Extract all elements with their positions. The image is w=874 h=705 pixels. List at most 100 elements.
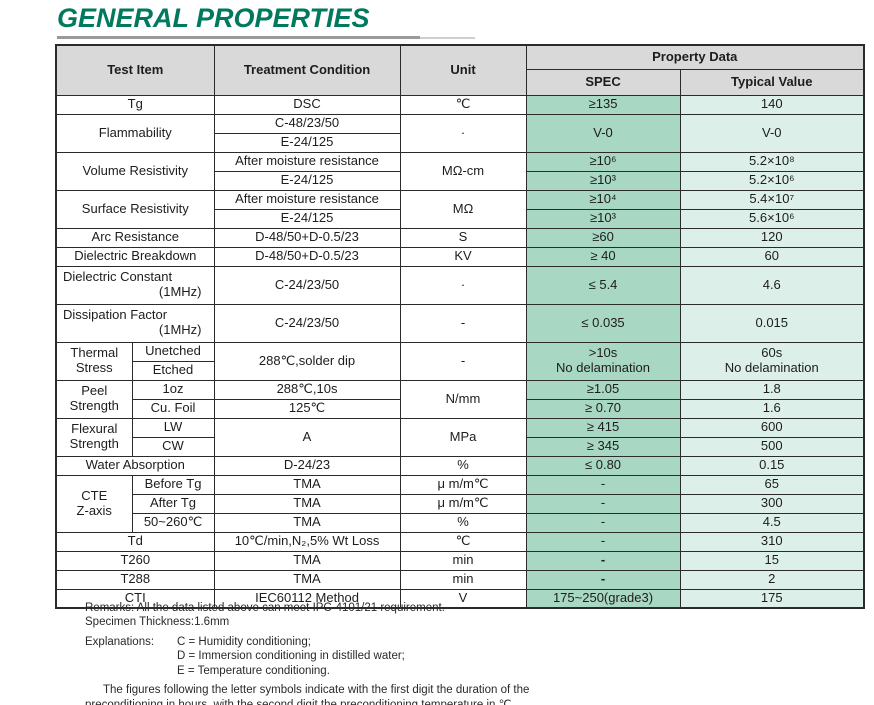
treatment-cell: D-48/50+D-0.5/23 (213, 246, 401, 267)
typical-value-cell: 60 (679, 246, 865, 267)
explanations-block: Explanations: C = Humidity conditioning;… (85, 635, 595, 678)
unit-cell: MPa (399, 417, 527, 457)
explanations-lines: C = Humidity conditioning; D = Immersion… (177, 635, 405, 677)
test-item-label: Dissipation Factor (63, 307, 168, 323)
treatment-cell: After moisture resistance (213, 151, 401, 172)
typical-value-cell: 2 (679, 569, 865, 590)
test-item-cell: Flammability (55, 113, 215, 153)
unit-cell: ℃ (399, 94, 527, 115)
test-item-cell: T288 (55, 569, 215, 590)
treatment-cell: DSC (213, 94, 401, 115)
treatment-cell: E-24/125 (213, 170, 401, 191)
spec-cell: ≥10³ (525, 170, 681, 191)
treatment-cell: E-24/125 (213, 132, 401, 153)
test-item-cell: Td (55, 531, 215, 552)
spec-cell: - (525, 474, 681, 495)
spec-cell: ≥ 345 (525, 436, 681, 457)
col-header-unit: Unit (399, 44, 527, 96)
test-item-cell: Tg (55, 94, 215, 115)
unit-cell: min (399, 569, 527, 590)
typical-value-cell: 300 (679, 493, 865, 514)
typical-value-cell: 120 (679, 227, 865, 248)
test-item-cell: Volume Resistivity (55, 151, 215, 191)
unit-cell: ℃ (399, 531, 527, 552)
treatment-cell: TMA (213, 550, 401, 571)
treatment-cell: TMA (213, 569, 401, 590)
unit-cell: μ m/m℃ (399, 493, 527, 514)
spec-cell: - (525, 493, 681, 514)
spec-cell: ≥135 (525, 94, 681, 115)
title-underline (57, 36, 420, 39)
test-item-cell: CTI (55, 588, 215, 609)
test-item-cell: Peel Strength (55, 379, 133, 419)
test-item-cell: CTE Z-axis (55, 474, 133, 533)
spec-cell: - (525, 531, 681, 552)
spec-cell: ≤ 0.035 (525, 303, 681, 343)
spec-cell: ≥60 (525, 227, 681, 248)
treatment-cell: C-24/23/50 (213, 265, 401, 305)
spec-cell: - (525, 569, 681, 590)
spec-cell: ≥ 415 (525, 417, 681, 438)
remarks-line-2: Specimen Thickness:1.6mm (85, 616, 230, 629)
page-title: GENERAL PROPERTIES (57, 3, 370, 33)
typical-value-cell: 15 (679, 550, 865, 571)
unit-cell: S (399, 227, 527, 248)
explanations-label: Explanations: (85, 635, 155, 648)
test-item-cell: Arc Resistance (55, 227, 215, 248)
typical-value-cell: 4.6 (679, 265, 865, 305)
remarks-section: Remarks: All the data listed above can m… (85, 601, 595, 705)
typical-value-cell: 1.8 (679, 379, 865, 400)
col-header-spec: SPEC (525, 68, 681, 96)
test-item-cell: Surface Resistivity (55, 189, 215, 229)
treatment-cell: E-24/125 (213, 208, 401, 229)
test-item-cell: Water Absorption (55, 455, 215, 476)
spec-cell: >10s No delamination (525, 341, 681, 381)
test-subitem-cell: 1oz (131, 379, 215, 400)
spec-cell: 175~250(grade3) (525, 588, 681, 609)
spec-cell: ≤ 5.4 (525, 265, 681, 305)
spec-cell: ≥ 40 (525, 246, 681, 267)
treatment-cell: 10℃/min,N₂,5% Wt Loss (213, 531, 401, 552)
unit-cell: μ m/m℃ (399, 474, 527, 495)
remarks-line-1: Remarks: All the data listed above can m… (85, 602, 445, 614)
treatment-cell: 288℃,solder dip (213, 341, 401, 381)
col-header-test-item: Test Item (55, 44, 215, 96)
test-item-label: Dielectric Constant (63, 269, 173, 285)
treatment-cell: TMA (213, 474, 401, 495)
typical-value-cell: 4.5 (679, 512, 865, 533)
col-header-treatment-condition: Treatment Condition (213, 44, 401, 96)
typical-value-cell: 65 (679, 474, 865, 495)
treatment-cell: TMA (213, 493, 401, 514)
spec-cell: ≥10⁴ (525, 189, 681, 210)
spec-cell: ≤ 0.80 (525, 455, 681, 476)
unit-cell: KV (399, 246, 527, 267)
test-subitem-cell: CW (131, 436, 215, 457)
unit-cell: · (399, 265, 527, 305)
treatment-cell: C-48/23/50 (213, 113, 401, 134)
typical-value-cell: 5.4×10⁷ (679, 189, 865, 210)
typical-value-cell: 0.15 (679, 455, 865, 476)
test-subitem-cell: 50~260℃ (131, 512, 215, 533)
treatment-cell: D-48/50+D-0.5/23 (213, 227, 401, 248)
test-subitem-cell: Unetched (131, 341, 215, 362)
test-item-cell: Flexural Strength (55, 417, 133, 457)
typical-value-cell: 5.2×10⁸ (679, 151, 865, 172)
col-header-property-data: Property Data (525, 44, 865, 70)
treatment-cell: 288℃,10s (213, 379, 401, 400)
spec-cell: - (525, 512, 681, 533)
col-header-typical-value: Typical Value (679, 68, 865, 96)
typical-value-cell: 310 (679, 531, 865, 552)
typical-value-cell: 140 (679, 94, 865, 115)
test-item-cell: Dielectric Constant (1MHz) (55, 265, 215, 305)
unit-cell: min (399, 550, 527, 571)
spec-cell: V-0 (525, 113, 681, 153)
spec-cell: - (525, 550, 681, 571)
typical-value-cell: 1.6 (679, 398, 865, 419)
test-item-cell: Dissipation Factor (1MHz) (55, 303, 215, 343)
unit-cell: - (399, 341, 527, 381)
test-subitem-cell: LW (131, 417, 215, 438)
treatment-cell: 125℃ (213, 398, 401, 419)
typical-value-cell: 0.015 (679, 303, 865, 343)
typical-value-cell: 175 (679, 588, 865, 609)
unit-cell: - (399, 303, 527, 343)
